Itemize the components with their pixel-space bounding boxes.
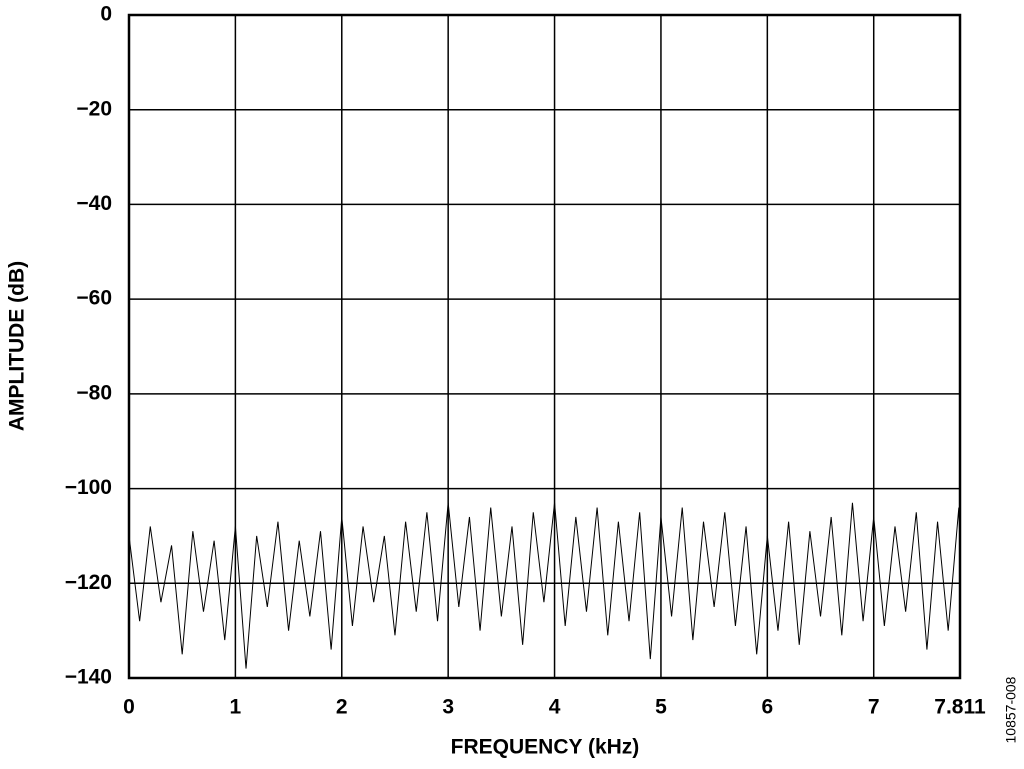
x-tick-label: 7.811: [934, 696, 986, 719]
y-tick-label: 0: [100, 3, 112, 26]
x-tick-label: 2: [336, 696, 348, 719]
y-tick-label: −40: [76, 192, 112, 215]
x-tick-label: 0: [123, 696, 135, 719]
y-axis-label: AMPLITUDE (dB): [6, 261, 29, 431]
y-tick-label: −60: [76, 287, 112, 310]
x-tick-label: 5: [655, 696, 667, 719]
x-tick-label: 3: [442, 696, 454, 719]
figure-code: 10857-008: [1003, 676, 1019, 743]
y-tick-label: −80: [76, 381, 112, 404]
y-tick-label: −140: [65, 666, 112, 689]
y-tick-label: −120: [65, 571, 112, 594]
x-tick-label: 1: [230, 696, 242, 719]
y-tick-label: −100: [65, 476, 112, 499]
plot-border: [127, 13, 962, 680]
trace: [128, 502, 961, 669]
y-tick-label: −20: [76, 97, 112, 120]
x-tick-label: 6: [761, 696, 773, 719]
x-axis-label: FREQUENCY (kHz): [451, 736, 640, 759]
x-tick-label: 4: [549, 696, 561, 719]
x-tick-label: 7: [868, 696, 880, 719]
